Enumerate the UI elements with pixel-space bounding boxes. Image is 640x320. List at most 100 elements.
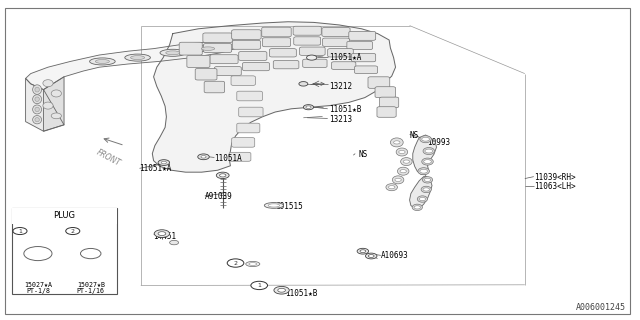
Ellipse shape xyxy=(35,107,40,112)
Circle shape xyxy=(201,156,206,158)
FancyBboxPatch shape xyxy=(294,37,321,45)
Ellipse shape xyxy=(390,138,403,147)
Ellipse shape xyxy=(51,113,61,119)
Ellipse shape xyxy=(264,203,284,208)
Ellipse shape xyxy=(35,87,40,92)
FancyBboxPatch shape xyxy=(262,27,291,37)
Ellipse shape xyxy=(249,262,257,266)
FancyBboxPatch shape xyxy=(322,28,350,36)
Circle shape xyxy=(369,255,374,257)
FancyBboxPatch shape xyxy=(232,30,261,39)
Text: 11051★A: 11051★A xyxy=(330,53,362,62)
Circle shape xyxy=(307,55,317,60)
Ellipse shape xyxy=(90,58,115,65)
FancyBboxPatch shape xyxy=(262,38,291,47)
FancyBboxPatch shape xyxy=(195,68,217,80)
Circle shape xyxy=(395,178,401,181)
Ellipse shape xyxy=(268,204,280,207)
Ellipse shape xyxy=(397,167,409,175)
Text: 14451: 14451 xyxy=(154,232,177,241)
Text: 1: 1 xyxy=(257,283,261,288)
Ellipse shape xyxy=(43,80,53,87)
FancyBboxPatch shape xyxy=(355,66,378,74)
Ellipse shape xyxy=(51,90,61,97)
Circle shape xyxy=(303,105,314,110)
Text: FRONT: FRONT xyxy=(95,148,122,168)
Text: PT-1/8: PT-1/8 xyxy=(26,288,50,293)
Ellipse shape xyxy=(33,85,42,94)
Ellipse shape xyxy=(422,177,433,183)
Text: 2: 2 xyxy=(234,260,237,266)
Ellipse shape xyxy=(417,196,428,202)
Circle shape xyxy=(66,228,80,235)
Ellipse shape xyxy=(166,51,180,55)
FancyBboxPatch shape xyxy=(328,49,353,57)
Ellipse shape xyxy=(418,168,429,175)
Circle shape xyxy=(170,240,179,245)
FancyBboxPatch shape xyxy=(377,107,396,117)
Circle shape xyxy=(419,197,426,201)
Text: NS: NS xyxy=(410,131,419,140)
Text: 11051A: 11051A xyxy=(214,154,242,163)
FancyBboxPatch shape xyxy=(232,40,260,49)
Polygon shape xyxy=(413,135,436,174)
Circle shape xyxy=(161,161,166,164)
Circle shape xyxy=(251,281,268,290)
Circle shape xyxy=(158,160,170,165)
Text: 13212: 13212 xyxy=(330,82,353,91)
Ellipse shape xyxy=(35,97,40,101)
FancyBboxPatch shape xyxy=(349,31,376,40)
Circle shape xyxy=(422,137,429,141)
Circle shape xyxy=(220,174,226,177)
Ellipse shape xyxy=(196,45,220,52)
Text: G91515: G91515 xyxy=(275,202,303,211)
Circle shape xyxy=(306,106,311,108)
Ellipse shape xyxy=(396,148,408,156)
Circle shape xyxy=(154,230,170,237)
Ellipse shape xyxy=(401,157,412,166)
Text: A006001245: A006001245 xyxy=(576,303,626,312)
FancyBboxPatch shape xyxy=(229,152,251,161)
Polygon shape xyxy=(26,78,64,131)
Circle shape xyxy=(414,206,420,209)
Ellipse shape xyxy=(95,60,109,63)
Ellipse shape xyxy=(33,116,42,124)
Circle shape xyxy=(216,172,229,179)
Text: 11051★B: 11051★B xyxy=(330,105,362,114)
Ellipse shape xyxy=(421,186,431,193)
Text: 11051★B: 11051★B xyxy=(285,289,317,298)
Circle shape xyxy=(158,232,166,236)
FancyBboxPatch shape xyxy=(179,42,202,55)
Ellipse shape xyxy=(423,148,435,155)
FancyBboxPatch shape xyxy=(239,107,263,117)
Text: 11063<LH>: 11063<LH> xyxy=(534,182,576,191)
Circle shape xyxy=(424,178,431,181)
FancyBboxPatch shape xyxy=(210,55,238,64)
Circle shape xyxy=(227,259,244,267)
FancyBboxPatch shape xyxy=(293,26,321,35)
Circle shape xyxy=(423,188,429,191)
FancyBboxPatch shape xyxy=(347,41,372,50)
Text: NS: NS xyxy=(358,150,367,159)
Circle shape xyxy=(13,228,27,235)
Text: 2: 2 xyxy=(71,228,75,234)
FancyBboxPatch shape xyxy=(237,123,260,133)
Ellipse shape xyxy=(33,95,42,104)
FancyBboxPatch shape xyxy=(237,91,262,101)
FancyBboxPatch shape xyxy=(351,53,376,62)
Ellipse shape xyxy=(202,47,214,50)
FancyBboxPatch shape xyxy=(375,87,396,98)
Polygon shape xyxy=(26,42,253,90)
Ellipse shape xyxy=(33,105,42,114)
Circle shape xyxy=(357,248,369,254)
Text: 1: 1 xyxy=(18,228,22,234)
FancyBboxPatch shape xyxy=(323,38,349,46)
Circle shape xyxy=(360,250,366,253)
Ellipse shape xyxy=(420,136,431,143)
FancyBboxPatch shape xyxy=(243,62,269,71)
Circle shape xyxy=(425,149,433,153)
FancyBboxPatch shape xyxy=(273,60,299,69)
Text: 10993: 10993 xyxy=(428,138,451,147)
Circle shape xyxy=(388,186,395,189)
FancyBboxPatch shape xyxy=(232,138,255,147)
